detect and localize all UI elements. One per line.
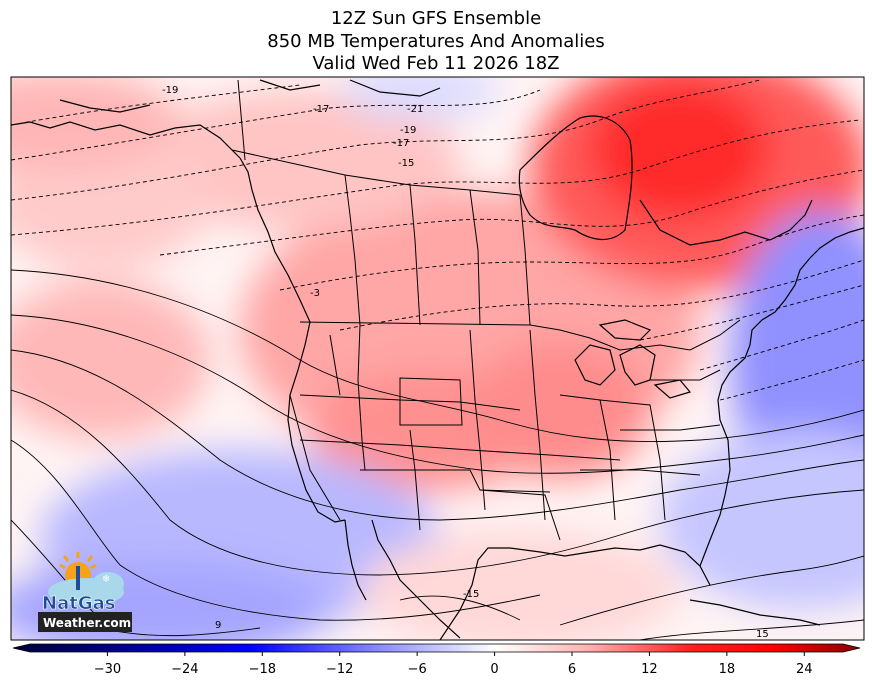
coastlines [11, 79, 864, 640]
contour-labels: -19 -17 -21 -19 -17 -15 -3 -15 9 15 [162, 85, 769, 640]
contour-label: 9 [215, 620, 221, 631]
colorbar: −30 −24 −18 −12 −6 0 6 12 18 24 [12, 643, 861, 677]
anomaly-field [11, 77, 864, 640]
logo-banner [38, 612, 132, 632]
contour-label: -15 [398, 158, 414, 169]
political-borders [231, 79, 741, 541]
contour-label: -17 [393, 138, 409, 149]
logo-line1: NatGas [42, 593, 115, 614]
contour-label: -19 [400, 125, 416, 136]
contour-label: -19 [162, 85, 178, 96]
colorbar-gradient [12, 643, 861, 653]
colorbar-ticks: −30 −24 −18 −12 −6 0 6 12 18 24 [94, 652, 813, 677]
contour-label: -21 [407, 104, 423, 115]
title-line2: 850 MB Temperatures And Anomalies [267, 31, 605, 52]
flame-icon [76, 566, 80, 590]
contour-label: -3 [310, 288, 320, 299]
colorbar-tick-label: 18 [719, 662, 736, 677]
sun-rays-icon [59, 552, 97, 570]
colorbar-tick-label: −30 [94, 662, 121, 677]
colorbar-tick-label: 24 [796, 662, 813, 677]
colorbar-tick-label: −18 [249, 662, 276, 677]
colorbar-tick-label: −6 [408, 662, 427, 677]
colorbar-tick-label: 12 [641, 662, 658, 677]
colorbar-tick-label: −12 [326, 662, 353, 677]
colorbar-tick-label: 6 [568, 662, 576, 677]
contour-label: -15 [463, 589, 479, 600]
logo-line2: Weather.com [43, 616, 131, 630]
temperature-contours [11, 79, 864, 640]
map-frame [10, 76, 865, 641]
natgasweather-logo: ❄ NatGas Weather.com [38, 552, 132, 632]
colorbar-tick-label: −24 [171, 662, 198, 677]
title-line3: Valid Wed Feb 11 2026 18Z [312, 53, 560, 74]
colorbar-tick-label: 0 [490, 662, 498, 677]
contour-label: 15 [756, 629, 769, 640]
title-line1: 12Z Sun GFS Ensemble [330, 8, 542, 29]
contour-label: -17 [313, 104, 329, 115]
snowflake-icon: ❄ [102, 574, 110, 585]
